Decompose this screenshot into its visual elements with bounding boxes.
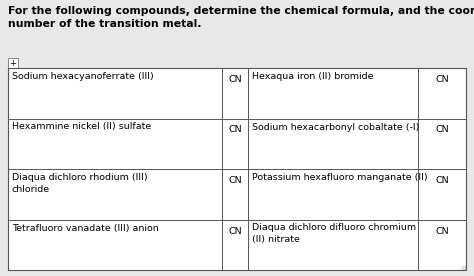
Text: Hexaqua iron (II) bromide: Hexaqua iron (II) bromide xyxy=(252,72,374,81)
Text: number of the transition metal.: number of the transition metal. xyxy=(8,19,201,29)
FancyBboxPatch shape xyxy=(8,58,18,68)
Text: CN: CN xyxy=(228,227,242,235)
Text: CN: CN xyxy=(435,227,449,235)
Text: For the following compounds, determine the chemical formula, and the coordinatio: For the following compounds, determine t… xyxy=(8,6,474,16)
Text: CN: CN xyxy=(228,176,242,185)
Text: Potassium hexafluoro manganate (II): Potassium hexafluoro manganate (II) xyxy=(252,173,428,182)
Text: Sodium hexacarbonyl cobaltate (-I): Sodium hexacarbonyl cobaltate (-I) xyxy=(252,123,419,131)
Text: Sodium hexacyanoferrate (III): Sodium hexacyanoferrate (III) xyxy=(12,72,154,81)
Text: CN: CN xyxy=(435,75,449,84)
Text: CN: CN xyxy=(228,75,242,84)
Text: CN: CN xyxy=(435,176,449,185)
Text: Diaqua dichloro difluoro chromium
(II) nitrate: Diaqua dichloro difluoro chromium (II) n… xyxy=(252,224,416,244)
Bar xyxy=(8,68,466,270)
Text: Tetrafluoro vanadate (III) anion: Tetrafluoro vanadate (III) anion xyxy=(12,224,159,232)
Text: Q: Q xyxy=(462,266,466,271)
Text: CN: CN xyxy=(228,126,242,134)
Text: +: + xyxy=(9,59,17,68)
Text: CN: CN xyxy=(435,126,449,134)
Text: Hexammine nickel (II) sulfate: Hexammine nickel (II) sulfate xyxy=(12,123,151,131)
Text: Diaqua dichloro rhodium (III)
chloride: Diaqua dichloro rhodium (III) chloride xyxy=(12,173,147,194)
